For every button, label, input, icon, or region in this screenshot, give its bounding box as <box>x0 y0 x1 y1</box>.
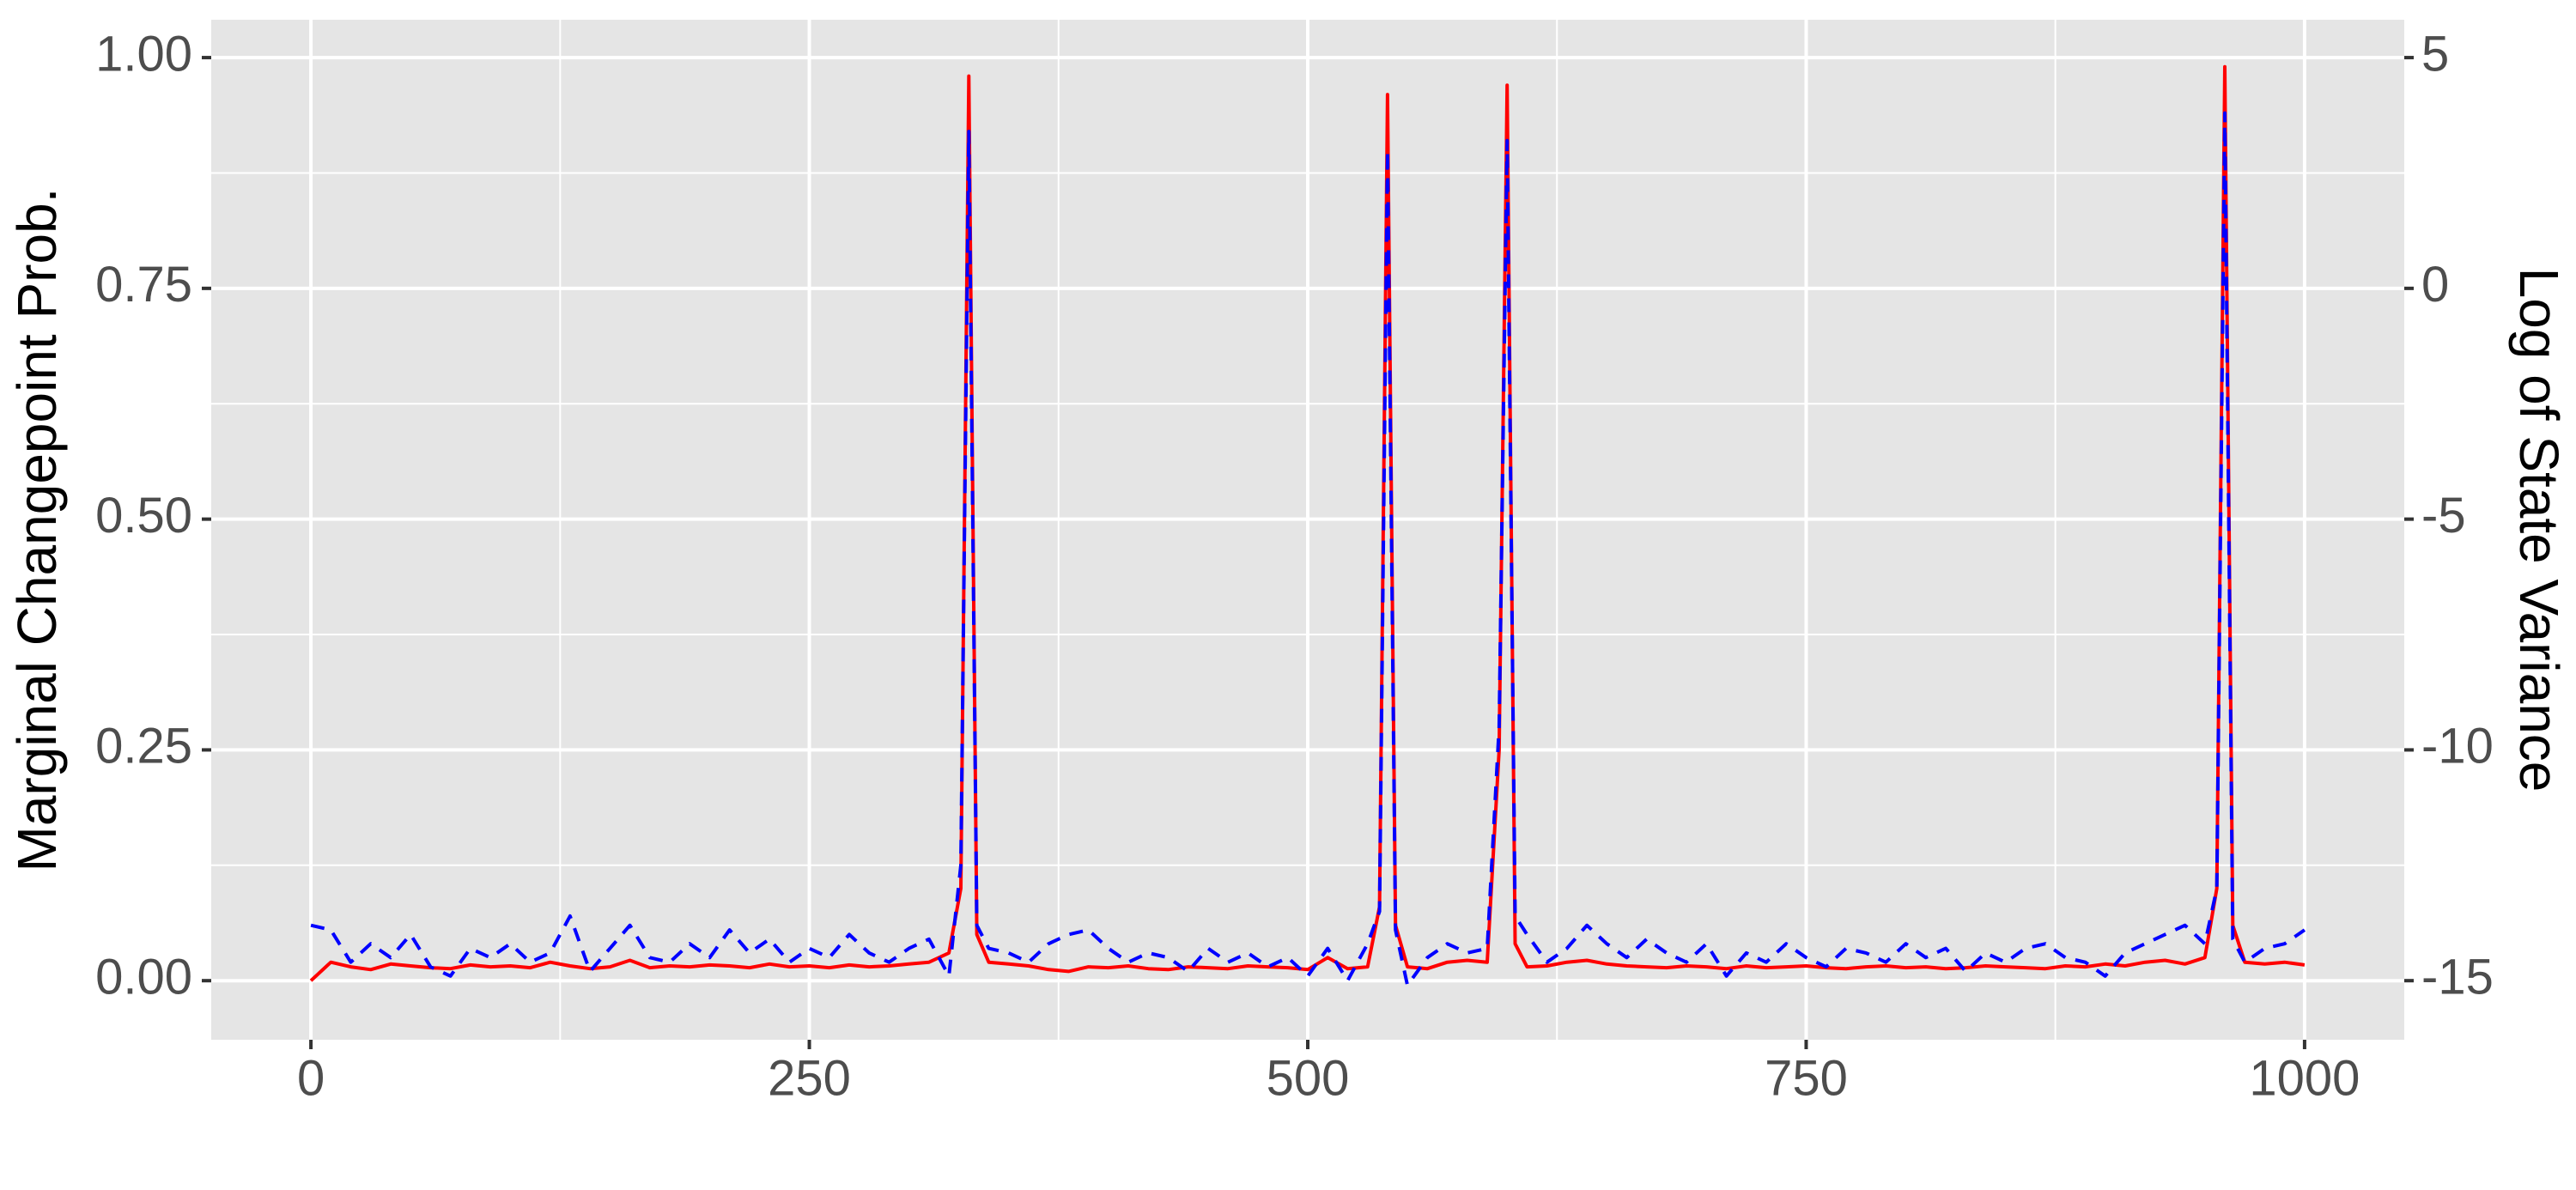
y-tick-label: 0.25 <box>95 719 192 774</box>
y2-tick-label: 0 <box>2421 257 2449 313</box>
x-tick-label: 500 <box>1267 1050 1350 1106</box>
y2-tick-label: -10 <box>2421 719 2494 774</box>
y-tick-label: 0.75 <box>95 257 192 313</box>
y2-axis-title: Log of State Variance <box>2508 268 2570 792</box>
x-tick-label: 750 <box>1765 1050 1848 1106</box>
y2-tick-label: 5 <box>2421 26 2449 82</box>
x-tick-label: 1000 <box>2249 1050 2360 1106</box>
y-tick-label: 0.50 <box>95 488 192 543</box>
series-line <box>309 64 2306 982</box>
y-axis-title: Marginal Changepoint Prob. <box>6 188 68 872</box>
x-tick-label: 0 <box>297 1050 325 1106</box>
y-tick-label: 0.00 <box>95 950 192 1005</box>
y2-tick-label: -15 <box>2421 950 2494 1005</box>
grid <box>211 20 2404 1040</box>
x-tick-label: 250 <box>768 1050 851 1106</box>
y2-tick-label: -5 <box>2421 488 2466 543</box>
axes: 0 250 500 750 1000 0.00 0.25 0.50 0.75 1.00 -15 -10… <box>95 26 2494 1106</box>
y-tick-label: 1.00 <box>95 26 192 82</box>
plot-area <box>309 64 2306 987</box>
